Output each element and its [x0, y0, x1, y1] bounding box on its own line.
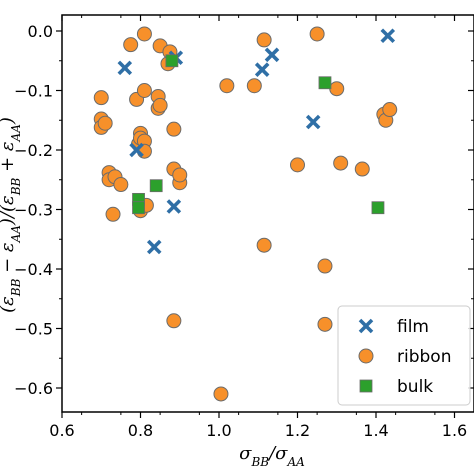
bulk-point: [318, 76, 332, 90]
bulk-point: [132, 201, 145, 215]
ribbon-point: [317, 258, 333, 274]
ribbon-point: [97, 115, 113, 131]
legend-label-bulk: bulk: [397, 377, 433, 397]
svg-text:σBB/σAA: σBB/σAA: [239, 443, 305, 469]
y-tick-label: 0.0: [28, 22, 53, 41]
x-tick-label: 1.0: [206, 421, 231, 440]
ribbon-point: [256, 32, 272, 48]
x-tick-label: 1.4: [363, 421, 388, 440]
film-point: [129, 142, 144, 158]
x-tick-label: 0.6: [49, 421, 74, 440]
ribbon-point: [113, 177, 129, 193]
data-markers: [93, 26, 398, 402]
y-tick-label: −0.5: [14, 320, 53, 339]
y-axis-ticks: 0.0 −0.1 −0.2 −0.3 −0.4 −0.5 −0.6: [14, 22, 474, 398]
ribbon-point: [329, 81, 345, 97]
plot-frame: [61, 14, 474, 413]
ribbon-point: [317, 316, 333, 332]
y-axis-label: (εBB − εAA)/(εBB + εAA): [0, 117, 23, 313]
legend-label-ribbon: ribbon: [397, 347, 451, 367]
ribbon-point: [354, 161, 370, 177]
ribbon-point: [256, 237, 272, 253]
film-point: [264, 47, 280, 63]
legend: film ribbon bulk: [337, 305, 471, 406]
ribbon-point: [219, 78, 235, 94]
ribbon-point: [152, 97, 168, 113]
y-tick-label: −0.3: [14, 201, 53, 220]
y-tick-label: −0.6: [14, 379, 53, 398]
ribbon-point: [166, 121, 182, 137]
x-axis-label: σBB/σAA: [239, 443, 305, 469]
x-axis-ticks: 0.6 0.8 1.0 1.2 1.4 1.6: [49, 15, 467, 440]
ribbon-point: [213, 386, 229, 402]
bulk-point: [371, 201, 385, 215]
film-point: [117, 60, 133, 76]
y-tick-label: −0.4: [14, 260, 53, 279]
film-point: [305, 114, 321, 130]
legend-marker-ribbon: [358, 348, 374, 364]
y-tick-label: −0.2: [14, 141, 53, 160]
legend-marker-bulk: [359, 379, 373, 393]
x-tick-label: 1.6: [442, 421, 467, 440]
bulk-point: [165, 54, 179, 68]
ribbon-point: [166, 313, 182, 329]
ribbon-point: [136, 26, 152, 42]
legend-marker-film: [358, 318, 374, 334]
legend-label-film: film: [397, 317, 429, 337]
x-tick-label: 0.8: [128, 421, 153, 440]
film-point: [254, 62, 270, 77]
ribbon-point: [382, 102, 398, 118]
ribbon-point: [290, 157, 305, 173]
ribbon-point: [93, 90, 109, 106]
ribbon-point: [172, 167, 188, 183]
ribbon-point: [246, 78, 262, 94]
film-point: [146, 239, 162, 255]
x-tick-label: 1.2: [285, 421, 310, 440]
bulk-point: [149, 179, 163, 193]
film-point: [380, 28, 396, 44]
ribbon-point: [136, 83, 152, 98]
film-point: [166, 199, 182, 214]
ribbon-point: [309, 26, 325, 42]
y-tick-label: −0.1: [14, 82, 53, 101]
ribbon-point: [333, 155, 349, 171]
ribbon-point: [123, 37, 139, 53]
ribbon-point: [105, 206, 121, 222]
